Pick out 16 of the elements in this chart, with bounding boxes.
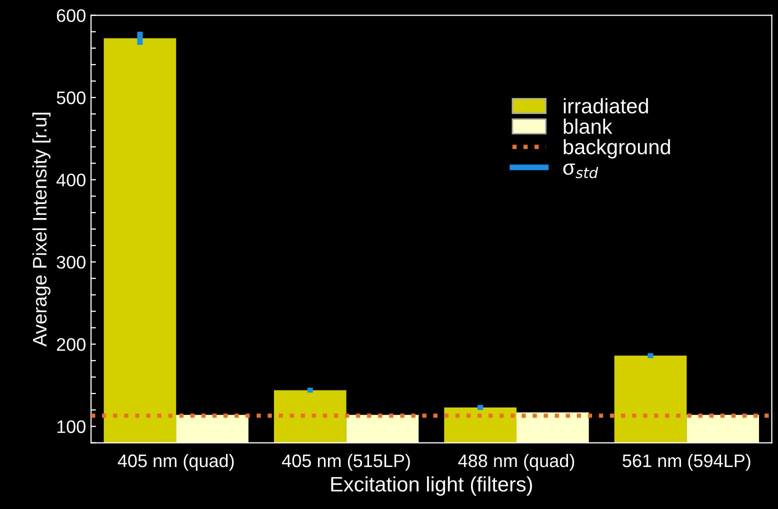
x-tick-label: 488 nm (quad) xyxy=(458,454,574,471)
y-tick-label: 200 xyxy=(56,338,86,351)
y-tick-label: 500 xyxy=(56,91,86,104)
x-tick-label: 405 nm (515LP) xyxy=(282,454,410,471)
legend-label: irradiated xyxy=(564,98,648,114)
y-tick-label: 300 xyxy=(56,256,86,269)
legend-label: σ$_{std}$ xyxy=(563,164,598,178)
x-tick-label: 561 nm (594LP) xyxy=(622,454,750,471)
y-tick-label: 100 xyxy=(57,420,86,434)
x-axis-title: Excitation light (filters) xyxy=(331,476,532,496)
x-tick-label: 405 nm (quad) xyxy=(118,454,234,471)
y-tick-label: 400 xyxy=(56,174,86,186)
y-tick-label: 600 xyxy=(56,9,86,22)
legend-label: blank xyxy=(564,118,612,134)
legend-label: background xyxy=(564,139,670,158)
y-axis-title: Average Pixel Intensity [r.u] xyxy=(32,112,50,347)
